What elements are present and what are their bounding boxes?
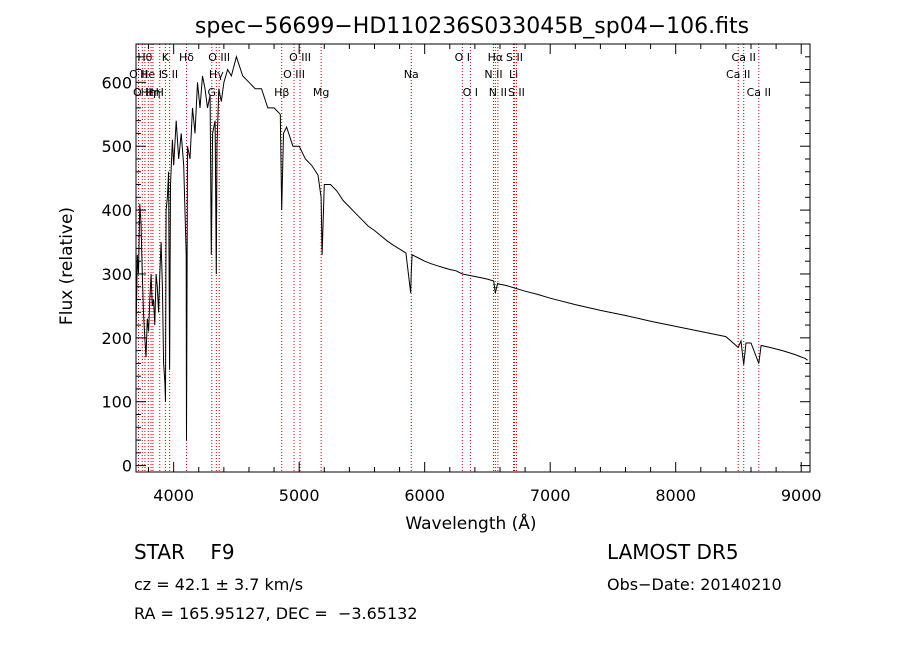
line-marker-label: K — [162, 51, 170, 64]
line-marker-label: O III — [208, 51, 230, 64]
line-marker-label: N II — [484, 68, 502, 81]
line-marker-label: N II — [489, 86, 507, 99]
line-marker-label: G — [208, 86, 217, 99]
line-marker-label: O I — [463, 86, 478, 99]
ra-dec-coordinates: RA = 165.95127, DEC = −3.65132 — [134, 604, 418, 623]
x-tick-label: 9000 — [781, 486, 822, 505]
line-marker-label: He I — [140, 68, 162, 81]
line-marker-label: S II — [506, 51, 523, 64]
observation-date: Obs−Date: 20140210 — [607, 575, 782, 594]
line-marker-label: Mg — [313, 86, 329, 99]
line-marker-label: S II — [161, 68, 178, 81]
y-tick-label: 500 — [101, 137, 132, 156]
x-tick-label: 7000 — [530, 486, 571, 505]
x-tick-label: 8000 — [655, 486, 696, 505]
axis-ticks: 4000 5000 6000 7000 8000 9000 0 100 200 300 400 500… — [101, 44, 822, 505]
y-tick-label: 100 — [101, 393, 132, 412]
x-axis-label: Wavelength (Å) — [405, 512, 536, 534]
line-marker-label: H — [156, 86, 164, 99]
line-marker-label: Na — [404, 68, 419, 81]
line-marker-label: Hα — [488, 51, 504, 64]
line-marker-label: S II — [508, 86, 525, 99]
line-marker-label: Hδ — [179, 51, 194, 64]
x-tick-label: 4000 — [153, 486, 194, 505]
line-marker-label: Ca II — [747, 86, 771, 99]
line-marker-label: O III — [283, 68, 305, 81]
y-tick-label: 0 — [122, 457, 132, 476]
line-marker-label: Hβ — [274, 86, 289, 99]
line-marker-label: Hη — [141, 86, 156, 99]
chart-title: spec−56699−HD110236S033045B_sp04−106.fit… — [195, 14, 749, 39]
plot-frame — [135, 43, 811, 473]
line-marker-label: Ca II — [726, 68, 750, 81]
y-tick-label: 400 — [101, 201, 132, 220]
line-marker-label: O III — [289, 51, 311, 64]
line-marker-label: Hθ — [137, 51, 152, 64]
redshift-cz: cz = 42.1 ± 3.7 km/s — [134, 575, 304, 594]
line-marker-label: O I — [455, 51, 470, 64]
line-marker-label: O II — [133, 86, 152, 99]
object-class: STAR F9 — [134, 540, 235, 564]
survey-name: LAMOST DR5 — [607, 540, 739, 564]
x-tick-label: 5000 — [279, 486, 320, 505]
y-axis-label: Flux (relative) — [57, 207, 77, 325]
spectrum-line — [135, 55, 808, 441]
line-marker-label: Hη — [145, 86, 160, 99]
line-marker-label: Li — [509, 68, 518, 81]
line-marker-label: Hγ — [209, 68, 224, 81]
y-tick-label: 200 — [101, 329, 132, 348]
line-marker-label: Ca II — [732, 51, 756, 64]
y-tick-label: 600 — [101, 73, 132, 92]
y-tick-label: 300 — [101, 265, 132, 284]
line-marker-label: O II — [129, 68, 148, 81]
x-tick-label: 6000 — [404, 486, 445, 505]
